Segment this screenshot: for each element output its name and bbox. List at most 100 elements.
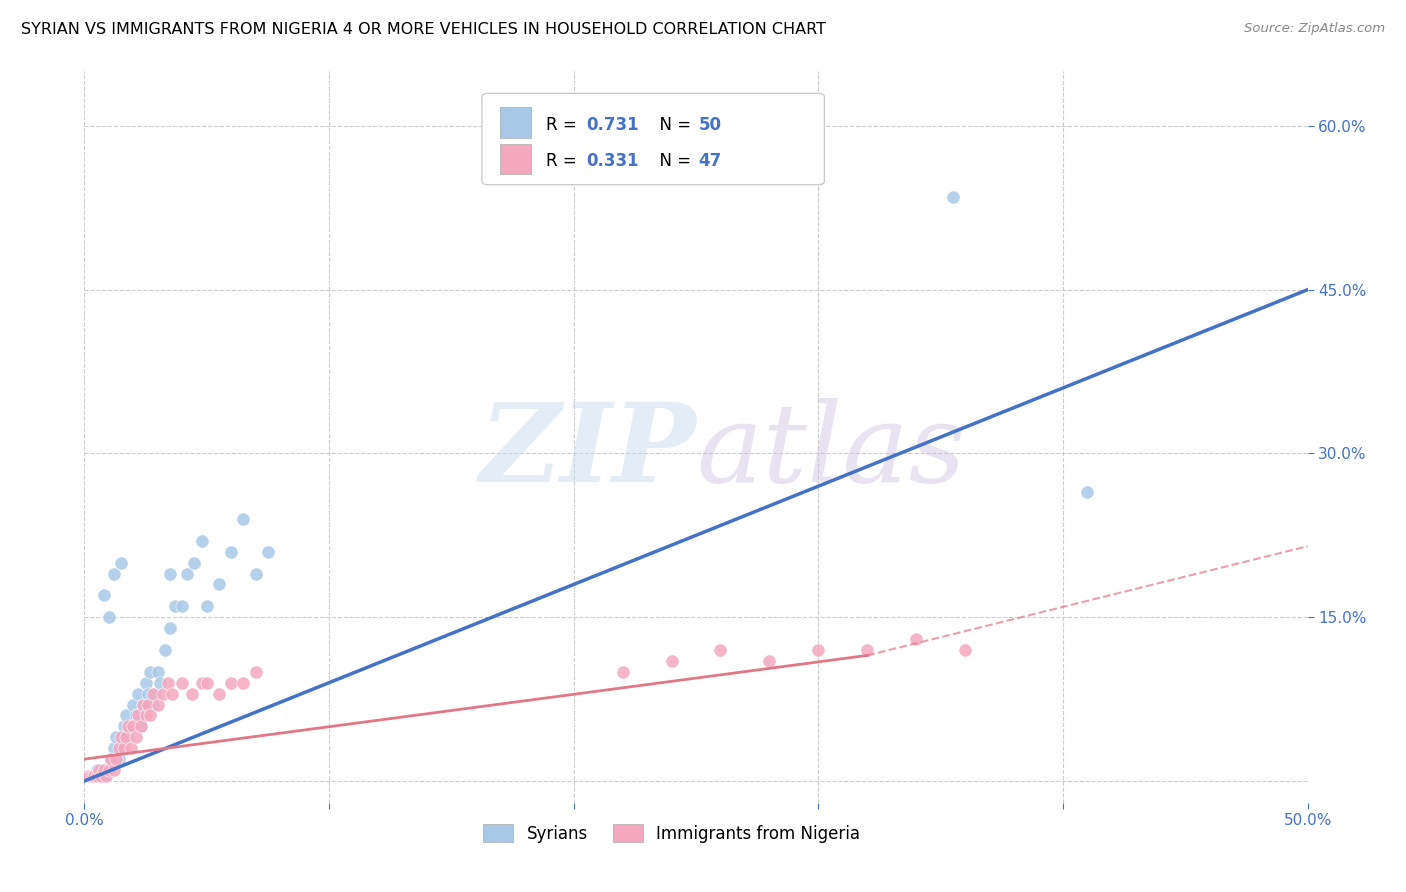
Point xyxy=(86,763,108,777)
Point xyxy=(139,708,162,723)
Point xyxy=(103,566,125,581)
Point xyxy=(159,621,181,635)
Point xyxy=(1076,484,1098,499)
Point xyxy=(181,687,204,701)
Point xyxy=(97,763,120,777)
Point xyxy=(132,698,155,712)
Point xyxy=(183,556,205,570)
Point xyxy=(191,533,214,548)
Point xyxy=(87,768,110,782)
Point xyxy=(120,741,142,756)
Point xyxy=(90,768,112,782)
Point xyxy=(142,687,165,701)
Point xyxy=(83,768,105,782)
Point xyxy=(127,687,149,701)
Point xyxy=(110,556,132,570)
Point xyxy=(125,731,148,745)
Point xyxy=(103,763,125,777)
Point xyxy=(905,632,928,646)
Point xyxy=(100,752,122,766)
Point xyxy=(105,752,128,766)
Point xyxy=(107,752,129,766)
Point xyxy=(195,599,218,614)
Point xyxy=(136,687,159,701)
Text: 0.331: 0.331 xyxy=(586,153,638,170)
Point xyxy=(129,719,152,733)
Point xyxy=(159,566,181,581)
Point xyxy=(146,665,169,679)
Point xyxy=(162,687,184,701)
Point xyxy=(107,741,129,756)
Point xyxy=(115,731,138,745)
Point xyxy=(93,763,115,777)
Text: 0.731: 0.731 xyxy=(586,116,638,134)
Point xyxy=(612,665,634,679)
Text: 47: 47 xyxy=(699,153,721,170)
Point xyxy=(661,654,683,668)
FancyBboxPatch shape xyxy=(501,144,531,175)
Point xyxy=(135,675,157,690)
Point xyxy=(807,643,830,657)
Point xyxy=(112,741,135,756)
Point xyxy=(115,708,138,723)
Point xyxy=(122,719,145,733)
Legend: Syrians, Immigrants from Nigeria: Syrians, Immigrants from Nigeria xyxy=(477,818,866,849)
Point xyxy=(139,665,162,679)
Point xyxy=(856,643,879,657)
Point xyxy=(195,675,218,690)
Text: Source: ZipAtlas.com: Source: ZipAtlas.com xyxy=(1244,22,1385,36)
Point xyxy=(191,675,214,690)
Point xyxy=(112,719,135,733)
Point xyxy=(100,752,122,766)
Text: ZIP: ZIP xyxy=(479,398,696,506)
Point xyxy=(232,512,254,526)
Point xyxy=(163,599,186,614)
Text: R =: R = xyxy=(546,116,582,134)
Point xyxy=(149,675,172,690)
Point xyxy=(153,643,176,657)
Point xyxy=(129,719,152,733)
Point xyxy=(135,708,157,723)
Point xyxy=(152,687,174,701)
Point xyxy=(172,675,194,690)
Point xyxy=(758,654,780,668)
Point xyxy=(219,545,242,559)
Point xyxy=(103,741,125,756)
Point xyxy=(146,698,169,712)
Point xyxy=(245,665,267,679)
Point xyxy=(110,741,132,756)
Point xyxy=(953,643,976,657)
Point xyxy=(83,768,105,782)
Point xyxy=(257,545,280,559)
Point xyxy=(136,698,159,712)
FancyBboxPatch shape xyxy=(501,107,531,138)
Point xyxy=(709,643,731,657)
Point xyxy=(127,708,149,723)
Text: 50: 50 xyxy=(699,116,721,134)
Point xyxy=(208,687,231,701)
Text: N =: N = xyxy=(650,116,697,134)
Point xyxy=(80,768,103,782)
Point xyxy=(97,763,120,777)
Text: SYRIAN VS IMMIGRANTS FROM NIGERIA 4 OR MORE VEHICLES IN HOUSEHOLD CORRELATION CH: SYRIAN VS IMMIGRANTS FROM NIGERIA 4 OR M… xyxy=(21,22,827,37)
Point xyxy=(93,588,115,602)
Point xyxy=(142,698,165,712)
Point xyxy=(156,675,179,690)
Point xyxy=(143,687,166,701)
Point xyxy=(122,698,145,712)
Point xyxy=(110,731,132,745)
Point xyxy=(90,763,112,777)
Text: atlas: atlas xyxy=(696,398,966,506)
FancyBboxPatch shape xyxy=(482,94,824,185)
Point xyxy=(77,768,100,782)
Point xyxy=(93,768,115,782)
Point xyxy=(105,731,128,745)
Point xyxy=(87,763,110,777)
Point xyxy=(80,768,103,782)
Point xyxy=(77,768,100,782)
Point xyxy=(132,698,155,712)
Point xyxy=(117,731,139,745)
Point xyxy=(96,763,118,777)
Point xyxy=(86,768,108,782)
Point xyxy=(219,675,242,690)
